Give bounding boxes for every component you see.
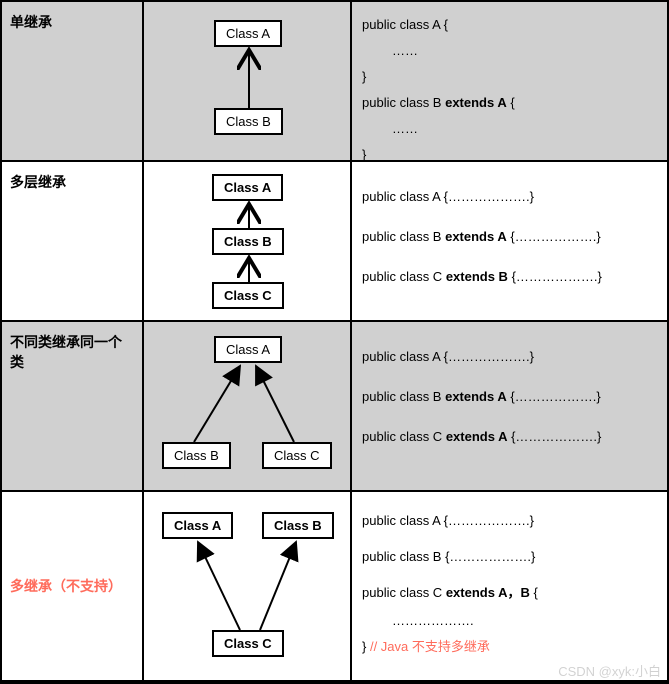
code-line: public class B {……………….}: [362, 546, 657, 568]
code-line: ……: [362, 40, 657, 62]
row4-box-a: Class A: [162, 512, 233, 539]
row3-label: 不同类继承同一个类: [2, 322, 142, 490]
code-line: public class B extends A {……………….}: [362, 386, 657, 408]
row4-label: 多继承（不支持）: [2, 492, 142, 680]
code-line: public class B extends A {……………….}: [362, 226, 657, 248]
watermark: CSDN @xyk:小白: [558, 661, 661, 680]
row-single-inheritance: 单继承 Class A Class B public class A { …… …: [2, 2, 667, 162]
row3-box-b: Class B: [162, 442, 231, 469]
row-multiple-inheritance: 多继承（不支持） Class A Class B Class C public …: [2, 492, 667, 682]
row-hierarchical-inheritance: 不同类继承同一个类 Class A Class B Class C public…: [2, 322, 667, 492]
row1-diagram: Class A Class B: [142, 2, 352, 160]
row2-label: 多层继承: [2, 162, 142, 320]
code-line: public class C extends A {……………….}: [362, 426, 657, 448]
code-line: } // Java 不支持多继承: [362, 636, 657, 658]
code-line: ……………….: [362, 610, 657, 632]
row3-box-a: Class A: [214, 336, 282, 363]
row-multilevel-inheritance: 多层继承 Class A Class B Class C public clas…: [2, 162, 667, 322]
row4-box-b: Class B: [262, 512, 334, 539]
code-line: ……: [362, 118, 657, 140]
code-line: public class C extends B {……………….}: [362, 266, 657, 288]
code-line: public class A {: [362, 14, 657, 36]
row3-code: public class A {……………….} public class B …: [352, 322, 667, 490]
row4-box-c: Class C: [212, 630, 284, 657]
row3-diagram: Class A Class B Class C: [142, 322, 352, 490]
row2-code: public class A {……………….} public class B …: [352, 162, 667, 320]
row1-box-b: Class B: [214, 108, 283, 135]
row1-code: public class A { …… } public class B ext…: [352, 2, 667, 160]
code-line: public class B extends A {: [362, 92, 657, 114]
row1-label: 单继承: [2, 2, 142, 160]
row2-box-b: Class B: [212, 228, 284, 255]
code-line: public class A {……………….}: [362, 510, 657, 532]
row2-diagram: Class A Class B Class C: [142, 162, 352, 320]
row4-code: public class A {……………….} public class B …: [352, 492, 667, 680]
row2-box-a: Class A: [212, 174, 283, 201]
code-line: public class A {……………….}: [362, 346, 657, 368]
row2-box-c: Class C: [212, 282, 284, 309]
code-line: public class A {……………….}: [362, 186, 657, 208]
row4-diagram: Class A Class B Class C: [142, 492, 352, 680]
row3-box-c: Class C: [262, 442, 332, 469]
code-line: public class C extends A，B {: [362, 582, 657, 604]
inheritance-table: 单继承 Class A Class B public class A { …… …: [0, 0, 669, 684]
row1-box-a: Class A: [214, 20, 282, 47]
code-line: }: [362, 66, 657, 88]
